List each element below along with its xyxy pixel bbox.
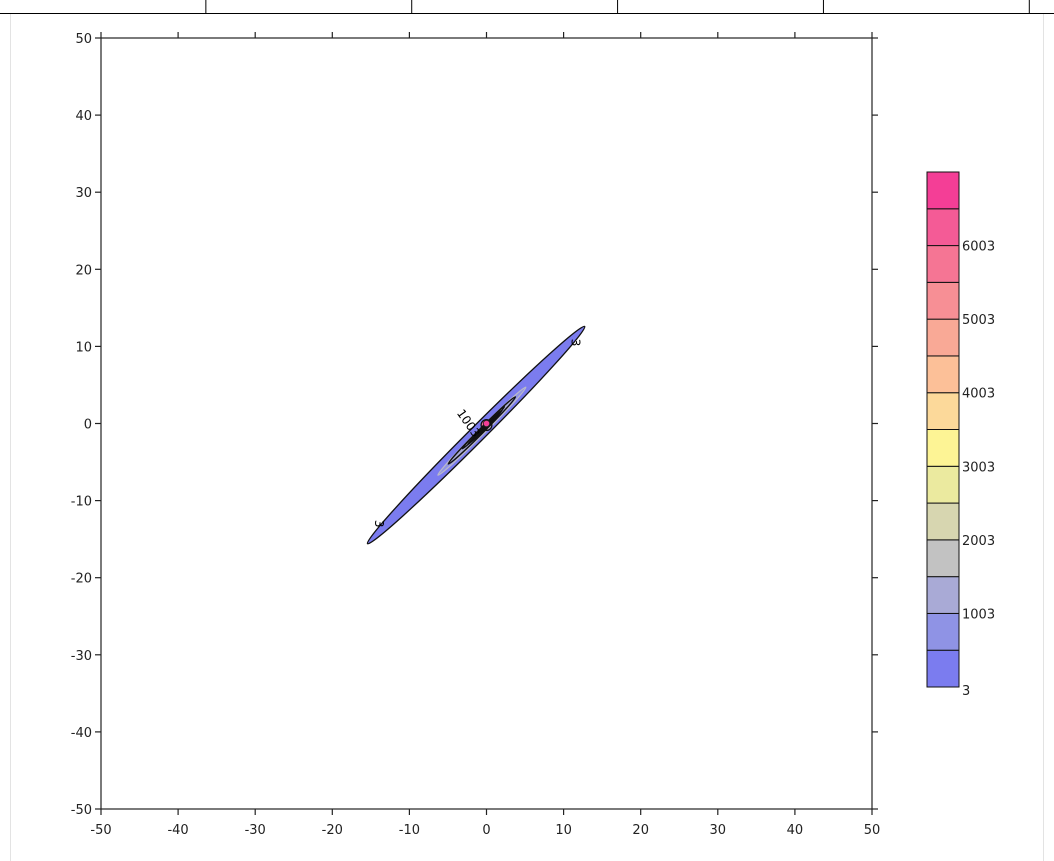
- x-tick-label: 30: [710, 823, 727, 838]
- colorbar-segment: [926, 208, 960, 247]
- x-tick-label: 10: [555, 823, 572, 838]
- y-tick-label: 20: [75, 263, 92, 278]
- peak-marker: [482, 419, 491, 428]
- contour-line-3: [366, 325, 586, 545]
- colorbar-label: 4003: [962, 387, 995, 402]
- colorbar-segment: [926, 502, 960, 541]
- colorbar-segment: [926, 171, 960, 210]
- axes: -50 -40 -30 -20 -10 0 10 20 30 40 50-50-40-30-20-1…: [71, 32, 881, 838]
- colorbar-label: 3003: [962, 460, 995, 475]
- x-tick-label: -40: [167, 823, 188, 838]
- top-table-strip: [0, 0, 1054, 14]
- colorbar-label: 1003: [962, 607, 995, 622]
- x-tick-label: 50: [864, 823, 881, 838]
- colorbar-segment: [926, 612, 960, 651]
- x-tick-label: -30: [245, 823, 266, 838]
- colorbar-legend: 3 1003 2003 3003 4003 5003 6003: [926, 171, 995, 699]
- colorbar-segment: [926, 465, 960, 504]
- frame-left-border: [10, 14, 11, 861]
- colorbar-label: 3: [962, 684, 970, 699]
- x-tick-label: -10: [399, 823, 420, 838]
- frame-right-border: [1043, 14, 1044, 861]
- peak-layer: [482, 419, 491, 428]
- y-tick-label: -50: [71, 803, 92, 818]
- x-tick-label: 20: [632, 823, 649, 838]
- y-tick-label: 40: [75, 109, 92, 124]
- colorbar-label: 2003: [962, 534, 995, 549]
- colorbar-segment: [926, 392, 960, 431]
- colorbar-segment: [926, 245, 960, 283]
- colorbar-segment: [926, 429, 960, 467]
- colorbar-segment: [926, 649, 960, 688]
- colorbar-segment: [926, 355, 960, 394]
- contour-label: 3: [569, 339, 583, 347]
- colorbar-segment: [926, 539, 960, 578]
- y-tick-label: -30: [71, 649, 92, 664]
- contour-line-5503: [480, 418, 493, 432]
- y-tick-label: -10: [71, 495, 92, 510]
- y-tick-label: -20: [71, 572, 92, 587]
- x-tick-label: 40: [787, 823, 804, 838]
- x-tick-label: -50: [90, 823, 111, 838]
- contour-lines: [366, 325, 586, 545]
- colorbar-segment: [926, 576, 960, 614]
- x-tick-label: -20: [322, 823, 343, 838]
- colorbar-segment: [926, 281, 960, 320]
- y-tick-label: 10: [75, 340, 92, 355]
- colorbar-segment: [926, 318, 960, 357]
- colorbar-label: 5003: [962, 313, 995, 328]
- y-tick-label: 30: [75, 186, 92, 201]
- y-tick-label: -40: [71, 726, 92, 741]
- y-tick-label: 0: [84, 418, 92, 433]
- colorbar-label: 6003: [962, 240, 995, 255]
- contour-label: 3: [372, 520, 386, 528]
- y-tick-label: 50: [75, 32, 92, 47]
- x-tick-label: 0: [482, 823, 490, 838]
